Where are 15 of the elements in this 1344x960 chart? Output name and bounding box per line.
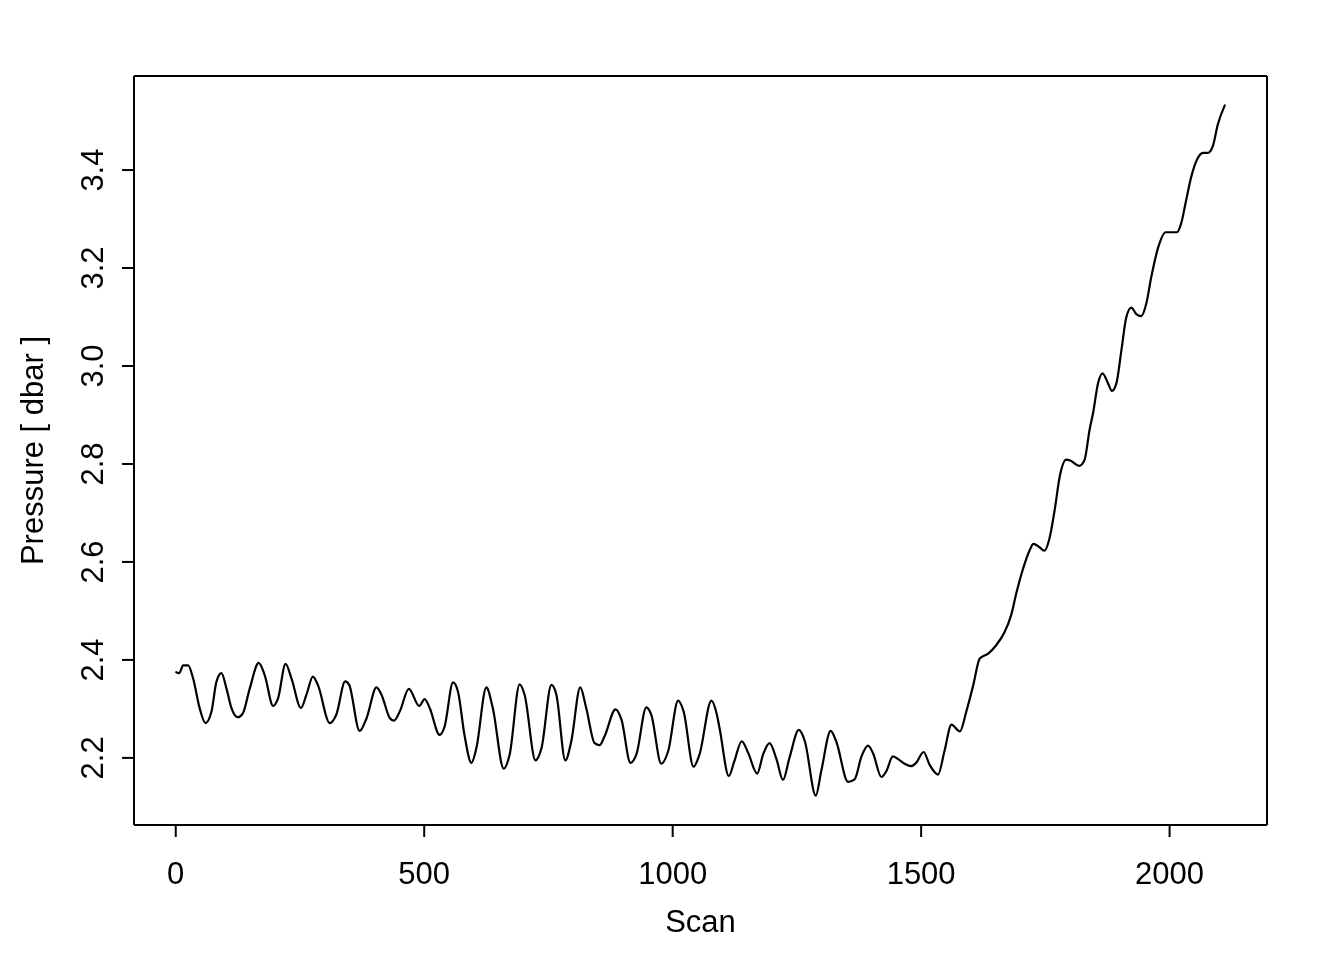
x-tick-label: 0 xyxy=(167,856,185,892)
y-tick-label: 3.2 xyxy=(75,246,110,290)
y-tick-label: 3.0 xyxy=(75,344,110,388)
y-tick-label: 2.8 xyxy=(75,442,110,486)
y-tick-label: 2.6 xyxy=(75,540,110,584)
y-tick-label: 3.4 xyxy=(75,148,110,192)
y-axis-title: Pressure [ dbar ] xyxy=(15,335,50,566)
x-axis-title: Scan xyxy=(665,904,736,939)
line-series xyxy=(175,104,1226,797)
x-tick-label: 1000 xyxy=(638,856,708,892)
x-tick-label: 2000 xyxy=(1135,856,1205,892)
x-tick-label: 500 xyxy=(398,856,451,892)
y-tick-label: 2.4 xyxy=(75,638,110,682)
y-tick-label: 2.2 xyxy=(75,736,110,780)
x-tick-label: 1500 xyxy=(886,856,956,892)
